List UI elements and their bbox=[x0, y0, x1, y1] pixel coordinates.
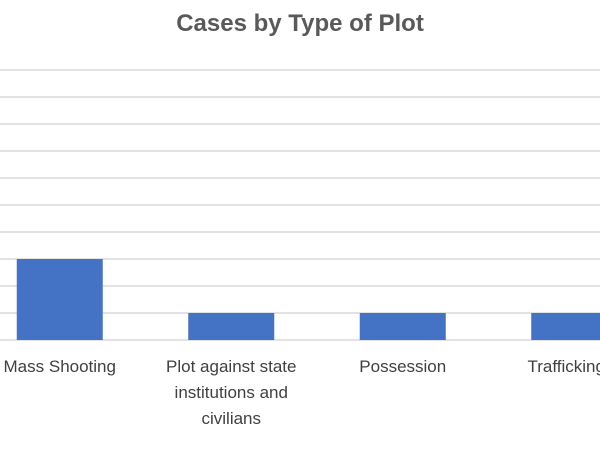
x-tick-label: Possession bbox=[359, 357, 446, 376]
bar bbox=[359, 313, 446, 340]
x-tick-label: Trafficking/S bbox=[527, 357, 600, 376]
bar bbox=[16, 259, 103, 340]
bar bbox=[188, 313, 275, 340]
chart-title: Cases by Type of Plot bbox=[176, 10, 424, 37]
x-tick-label: Mass Shooting bbox=[4, 357, 116, 376]
x-tick-label: Plot against state institutions and civili… bbox=[166, 357, 296, 428]
bar bbox=[531, 313, 600, 340]
